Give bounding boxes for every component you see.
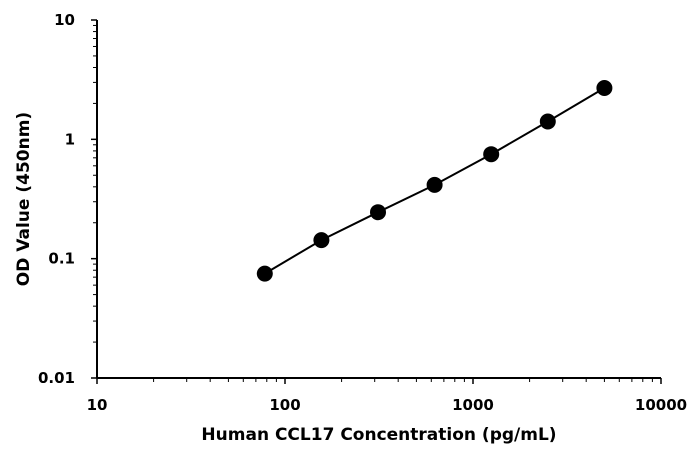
y-tick-label: 10 xyxy=(54,11,75,29)
axes xyxy=(96,20,661,379)
y-tick-label: 0.01 xyxy=(38,369,75,387)
x-tick-label: 10000 xyxy=(635,396,687,414)
x-tick-label: 100 xyxy=(269,396,300,414)
y-axis-title: OD Value (450nm) xyxy=(14,112,34,286)
data-point xyxy=(483,146,500,163)
series xyxy=(256,80,613,282)
x-tick-label: 1000 xyxy=(452,396,494,414)
y-tick-label: 1 xyxy=(65,130,75,148)
data-point xyxy=(256,265,273,282)
x-tick-label: 10 xyxy=(87,396,108,414)
data-point xyxy=(539,113,556,130)
x-axis-title: Human CCL17 Concentration (pg/mL) xyxy=(201,425,556,445)
data-point xyxy=(426,176,443,193)
data-point xyxy=(313,232,330,249)
data-point xyxy=(370,204,386,221)
y-tick-label: 0.1 xyxy=(48,250,75,268)
ticks: 0.01 0.1 1 10 10 100 1000 10000 xyxy=(38,11,687,414)
data-point xyxy=(596,80,613,96)
